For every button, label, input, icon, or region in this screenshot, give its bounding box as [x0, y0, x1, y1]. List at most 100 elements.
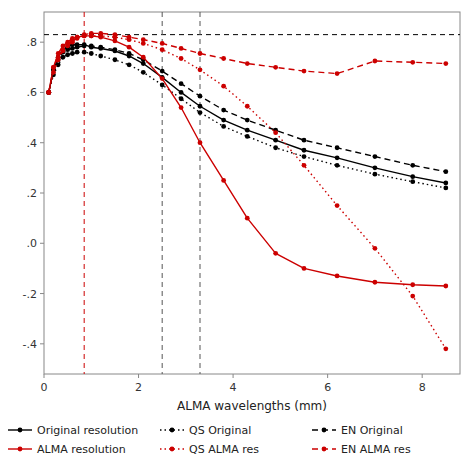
series-marker — [302, 266, 307, 271]
series-marker — [198, 51, 203, 56]
series-marker — [245, 128, 250, 133]
series-marker — [198, 140, 203, 145]
series-marker — [443, 169, 448, 174]
legend-label: QS Original — [189, 424, 251, 437]
series-marker — [75, 50, 80, 55]
series-marker — [89, 51, 94, 56]
series-marker — [410, 282, 415, 287]
plot-area — [44, 12, 460, 374]
x-tick — [44, 374, 45, 378]
series-marker — [160, 41, 165, 46]
series-marker — [302, 163, 307, 168]
series-marker — [198, 110, 203, 115]
legend: Original resolutionQS OriginalEN Origina… — [8, 424, 411, 456]
x-axis-label: ALMA wavelengths (mm) — [177, 399, 327, 413]
series-marker — [273, 251, 278, 256]
series-marker — [141, 55, 146, 60]
series-marker — [46, 90, 51, 95]
series-marker — [273, 145, 278, 150]
series-marker — [373, 59, 378, 64]
series-marker — [373, 246, 378, 251]
series-marker — [245, 134, 250, 139]
series-marker — [70, 39, 75, 44]
series-marker — [179, 90, 184, 95]
series-marker — [245, 118, 250, 123]
y-tick — [40, 142, 44, 143]
series-marker — [302, 148, 307, 153]
series-marker — [75, 36, 80, 41]
series-marker — [221, 56, 226, 61]
y-tick — [40, 193, 44, 194]
series-marker — [179, 46, 184, 51]
series-marker — [113, 47, 118, 52]
series-marker — [273, 65, 278, 70]
legend-label: QS ALMA res — [189, 443, 259, 456]
series-marker — [160, 76, 165, 81]
series-marker — [443, 181, 448, 186]
series-marker — [443, 61, 448, 66]
x-tick-label: 2 — [135, 381, 142, 394]
legend-marker — [170, 447, 175, 452]
x-tick — [233, 374, 234, 378]
series-marker — [335, 145, 340, 150]
series-marker — [245, 61, 250, 66]
series-marker — [127, 62, 132, 67]
series-line — [49, 45, 446, 183]
series-marker — [179, 81, 184, 86]
series-marker — [51, 65, 56, 70]
legend-label: EN Original — [341, 424, 403, 437]
series-marker — [82, 44, 87, 49]
series-marker — [113, 57, 118, 62]
series-marker — [443, 346, 448, 351]
y-tick-label: .2 — [27, 187, 38, 200]
series-marker — [221, 118, 226, 123]
series-marker — [198, 67, 203, 72]
legend-marker — [322, 447, 327, 452]
series-marker — [61, 47, 66, 52]
series-marker — [179, 105, 184, 110]
x-tick-label: 6 — [324, 381, 331, 394]
y-tick — [40, 92, 44, 93]
series-marker — [410, 294, 415, 299]
series-marker — [198, 104, 203, 109]
plot-frame — [44, 12, 460, 374]
series-line — [49, 33, 446, 92]
series-marker — [335, 274, 340, 279]
legend-marker — [322, 428, 327, 433]
series-marker — [410, 60, 415, 65]
series-marker — [127, 45, 132, 50]
series-marker — [335, 155, 340, 160]
series-marker — [46, 90, 51, 95]
series-marker — [373, 165, 378, 170]
x-tick — [138, 374, 139, 378]
series-marker — [89, 44, 94, 49]
series-marker — [46, 90, 51, 95]
y-tick — [40, 293, 44, 294]
series-marker — [221, 124, 226, 129]
legend-marker — [18, 447, 23, 452]
series-marker — [410, 163, 415, 168]
y-tick-label: .0 — [27, 237, 38, 250]
x-tick — [327, 374, 328, 378]
y-tick — [40, 42, 44, 43]
series-marker — [56, 55, 61, 60]
series-marker — [82, 32, 87, 37]
series-marker — [160, 83, 165, 88]
series-marker — [141, 70, 146, 75]
series-marker — [70, 51, 75, 56]
series-marker — [335, 203, 340, 208]
series-marker — [179, 56, 184, 61]
series-marker — [302, 154, 307, 159]
x-tick — [422, 374, 423, 378]
series-marker — [127, 51, 132, 56]
series-marker — [221, 178, 226, 183]
legend-marker — [170, 428, 175, 433]
series-marker — [61, 55, 66, 60]
series-marker — [46, 90, 51, 95]
series-line — [49, 52, 446, 188]
x-tick-label: 0 — [41, 381, 48, 394]
series-marker — [98, 31, 103, 36]
series-marker — [65, 42, 70, 47]
series-marker — [82, 50, 87, 55]
series-marker — [113, 32, 118, 37]
